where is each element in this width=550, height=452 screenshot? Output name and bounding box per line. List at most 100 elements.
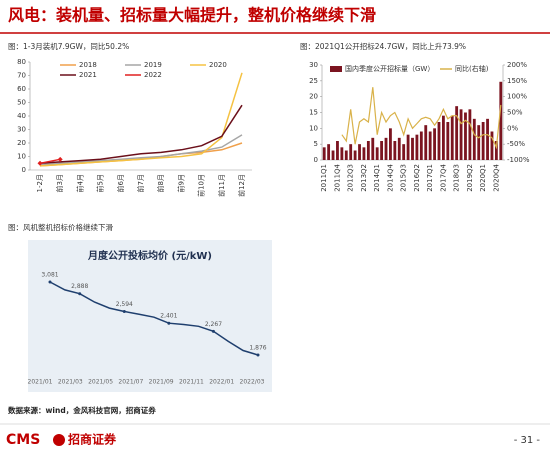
bar	[468, 109, 472, 160]
legend-label: 同比(右轴)	[455, 64, 489, 73]
x-tick-label: 2017Q1	[426, 164, 434, 192]
x-tick-label: 1-2月	[36, 174, 44, 192]
bar	[486, 118, 489, 160]
y-tick-label: 25	[309, 77, 318, 85]
point	[256, 353, 260, 357]
line	[39, 134, 243, 166]
x-tick-label: 2021/05	[88, 379, 113, 386]
x-tick-label: 前5月	[96, 174, 105, 192]
bar	[481, 122, 485, 160]
x-tick-label: 2017Q4	[439, 163, 447, 191]
chart-title: 月度公开投标均价 (元/kW)	[87, 249, 212, 262]
marker	[37, 160, 43, 166]
bar	[353, 150, 357, 160]
bar	[415, 134, 419, 160]
y2-tick-label: 200%	[507, 61, 527, 69]
x-tick-label: 前10月	[197, 174, 206, 197]
y-tick-label: 10	[309, 124, 318, 132]
point	[167, 321, 171, 325]
marker	[57, 156, 63, 162]
bar	[402, 144, 406, 160]
bar	[419, 131, 423, 160]
x-tick-label: 2020Q1	[479, 164, 487, 192]
y-tick-label: 80	[17, 58, 26, 66]
y-tick-label: 0	[22, 166, 26, 174]
y-tick-label: 30	[17, 126, 26, 134]
bar	[490, 131, 494, 160]
y2-tick-label: -50%	[507, 140, 525, 148]
x-tick-label: 2020Q4	[492, 163, 500, 191]
x-tick-label: 前12月	[237, 174, 246, 197]
y-tick-label: 20	[309, 93, 318, 101]
page-number: - 31 -	[514, 435, 541, 446]
bar	[441, 115, 445, 160]
x-tick-label: 前4月	[75, 174, 84, 192]
bar	[340, 147, 344, 160]
source: 数据来源：wind，金风科技官网，招商证券	[8, 405, 156, 415]
logo: CMS	[6, 432, 40, 448]
bar	[393, 141, 397, 160]
bar	[428, 131, 432, 160]
data-label: 2,267	[205, 321, 222, 328]
data-label: 2,401	[160, 313, 177, 320]
legend-label: 国内季度公开招标量（GW）	[345, 64, 434, 73]
data-label: 2,888	[71, 283, 88, 290]
line	[49, 281, 259, 356]
x-tick-label: 2022/01	[209, 379, 234, 386]
x-tick-label: 2013Q2	[360, 164, 368, 192]
bar	[362, 147, 366, 160]
data-label: 1,876	[249, 345, 266, 352]
bar	[327, 144, 331, 160]
y-tick-label: 0	[314, 156, 318, 164]
bar	[358, 144, 361, 160]
x-tick-label: 2021/09	[149, 379, 174, 386]
bar	[472, 118, 476, 160]
bar	[389, 128, 392, 160]
x-tick-label: 2021/03	[58, 379, 83, 386]
x-tick-label: 前7月	[136, 174, 145, 192]
bar	[499, 81, 503, 160]
x-tick-label: 2014Q1	[373, 164, 381, 192]
y-tick-label: 50	[17, 99, 26, 107]
x-tick-label: 2021/07	[118, 379, 143, 386]
bar	[397, 137, 401, 160]
bar	[446, 122, 450, 160]
x-tick-label: 2016Q2	[413, 164, 421, 192]
bar	[424, 125, 428, 160]
x-tick-label: 前8月	[156, 174, 165, 192]
bar	[375, 147, 379, 160]
data-label: 3,081	[41, 272, 58, 279]
bar	[344, 150, 348, 160]
y-tick-label: 40	[17, 112, 26, 120]
y-tick-label: 15	[309, 109, 318, 117]
x-tick-label: 2021/01	[28, 379, 53, 386]
bar	[380, 141, 384, 160]
x-tick-label: 前11月	[217, 174, 226, 197]
x-tick-label: 前3月	[55, 174, 64, 192]
bar	[433, 128, 436, 160]
bar	[371, 137, 375, 160]
point	[78, 292, 82, 296]
x-tick-label: 2021/11	[179, 379, 204, 386]
y-tick-label: 20	[17, 139, 26, 147]
bar	[477, 125, 481, 160]
bar	[450, 115, 454, 160]
logo-icon	[53, 434, 65, 446]
bar	[411, 137, 414, 160]
point	[122, 310, 126, 314]
chart-caption: 图：风机整机招标价格继续下滑	[8, 222, 113, 232]
bar	[331, 150, 335, 160]
x-tick-label: 2014Q4	[386, 163, 394, 191]
y-tick-label: 30	[309, 61, 318, 69]
bar	[437, 122, 441, 160]
point	[211, 329, 215, 333]
x-tick-label: 前9月	[176, 174, 185, 192]
y2-tick-label: 50%	[507, 109, 523, 117]
bar	[336, 141, 339, 160]
legend-swatch	[330, 66, 342, 72]
x-tick-label: 2011Q1	[320, 164, 328, 192]
point	[48, 280, 52, 284]
y-tick-label: 5	[314, 140, 318, 148]
bar	[322, 147, 326, 160]
